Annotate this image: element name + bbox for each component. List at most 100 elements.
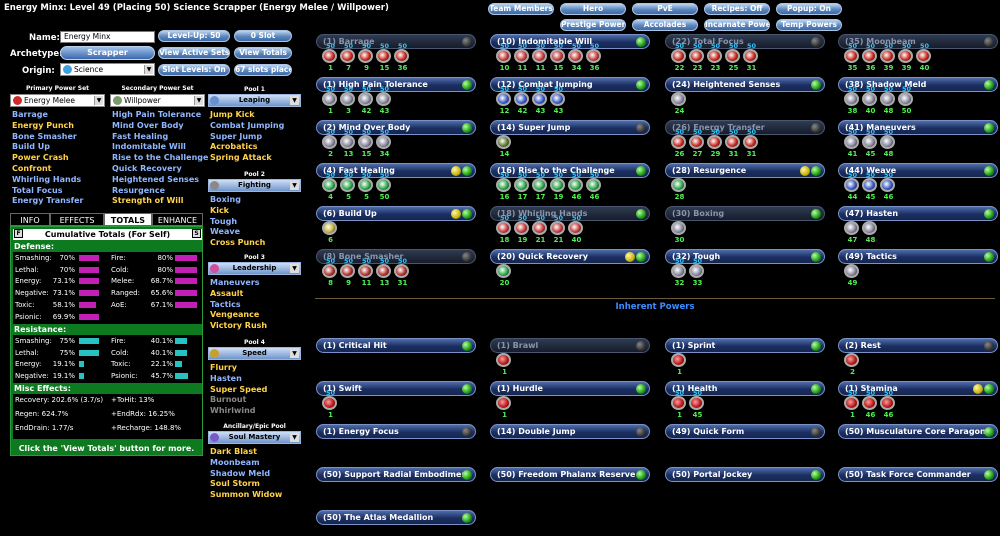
enhancement-slot[interactable]: 50 32 [671,257,686,287]
hero-button[interactable]: Hero [560,3,626,15]
power-slot[interactable]: (8) Bone Smasher [316,249,476,264]
enhancement-slot[interactable]: 28 [671,178,686,201]
toggle-icon[interactable] [462,470,472,480]
enhancement-slot[interactable]: 50 2 [322,128,337,158]
power-slot[interactable]: (1) Swift [316,381,476,396]
power-slot[interactable]: (10) Indomitable Will [490,34,650,49]
pool-power-item[interactable]: Super Speed [210,384,268,394]
enhancement-slot[interactable]: 50 27 [689,128,704,158]
toggle-icon[interactable] [462,209,472,219]
power-slot[interactable]: (22) Total Focus [665,34,825,49]
enhancement-slot[interactable]: 50 13 [340,128,355,158]
power-slot[interactable]: (50) Portal Jockey [665,467,825,482]
tab-effects[interactable]: EFFECTS [50,213,104,226]
pool-power-item[interactable]: Hasten [210,373,242,383]
pool-power-item[interactable]: Shadow Meld [210,468,271,478]
enhancement-slot[interactable]: 30 [671,221,686,244]
enhancement-slot[interactable]: 50 11 [514,42,529,72]
power-slot[interactable]: (2) Rest [838,338,998,353]
primary-power-item[interactable]: Build Up [12,142,51,152]
pool-power-item[interactable]: Burnout [210,395,247,405]
secondary-power-item[interactable]: Heightened Senses [112,174,199,184]
enhancement-slot[interactable]: 50 36 [394,42,409,72]
pool-power-item[interactable]: Moonbeam [210,457,260,467]
team-members-button[interactable]: Team Members [488,3,554,15]
enhancement-slot[interactable]: 50 11 [358,257,373,287]
name-input[interactable]: Energy Minx [60,31,155,43]
pool-power-item[interactable]: Maneuvers [210,278,260,287]
enhancement-slot[interactable]: 24 [671,92,686,115]
toggle-icon[interactable] [636,384,646,394]
enhancement-slot[interactable]: 48 [862,221,877,244]
enhancement-slot[interactable]: 50 10 [496,42,511,72]
secondary-power-item[interactable]: Rise to the Challenge [112,153,209,163]
enhancement-slot[interactable]: 50 42 [514,85,529,115]
toggle-icon[interactable] [636,341,646,351]
prestige-powers-button[interactable]: Prestige Powers [560,19,626,31]
secondary-power-item[interactable]: Resurgence [112,185,166,195]
enhancement-slot[interactable]: 50 22 [671,42,686,72]
power-slot[interactable]: (26) Energy Transfer [665,120,825,135]
toggle-icon[interactable] [636,123,646,133]
toggle-icon[interactable] [811,209,821,219]
enhancement-slot[interactable]: 50 50 [898,85,913,115]
toggle-icon[interactable] [984,37,994,47]
power-slot[interactable]: (6) Build Up [316,206,476,221]
tab-totals[interactable]: TOTALS [104,213,152,226]
power-slot[interactable]: (2) Mind Over Body [316,120,476,135]
power-slot[interactable]: (47) Hasten [838,206,998,221]
enhancement-slot[interactable]: 50 15 [358,128,373,158]
power-slot[interactable]: (50) Freedom Phalanx Reserve [490,467,650,482]
power-slot[interactable]: (1) Sprint [665,338,825,353]
enhancement-slot[interactable]: 50 48 [880,128,895,158]
toggle-icon[interactable] [636,470,646,480]
enhancement-slot[interactable]: 50 43 [532,85,547,115]
power-slot[interactable]: (41) Maneuvers [838,120,998,135]
pool-power-item[interactable]: Acrobatics [210,142,258,152]
toggle-icon[interactable] [984,80,994,90]
enhancement-slot[interactable]: 2 [844,353,859,376]
enhancement-slot[interactable]: 1 [671,353,686,376]
pool-power-item[interactable]: Dark Blast [210,447,257,456]
enhancement-slot[interactable]: 50 40 [916,42,931,72]
power-slot[interactable]: (16) Rise to the Challenge [490,163,650,178]
accolades-button[interactable]: Accolades [632,19,698,31]
secondary-power-item[interactable]: Mind Over Body [112,120,184,130]
power-slot[interactable]: (28) Resurgence [665,163,825,178]
primary-power-item[interactable]: Total Focus [12,185,63,195]
power-slot[interactable]: (14) Double Jump [490,424,650,439]
enhancement-slot[interactable]: 50 40 [862,85,877,115]
enhancement-slot[interactable]: 50 17 [514,171,529,201]
temp-powers-button[interactable]: Temp Powers [776,19,842,31]
pool-power-item[interactable]: Assault [210,288,244,298]
enhancement-slot[interactable]: 50 50 [376,171,391,201]
toggle-icon[interactable] [811,384,821,394]
toggle-icon[interactable] [811,37,821,47]
enhancement-slot[interactable]: 50 31 [394,257,409,287]
power-slot[interactable]: (1) Energy Focus [316,424,476,439]
pool-power-item[interactable]: Cross Punch [210,238,266,248]
enhancement-slot[interactable]: 50 9 [340,257,355,287]
enhancement-slot[interactable]: 50 26 [671,128,686,158]
primary-power-item[interactable]: Confront [12,163,52,173]
view-active-sets-button[interactable]: View Active Sets [158,47,230,59]
pool-power-item[interactable]: Tough [210,216,238,226]
enhancement-slot[interactable]: 50 46 [880,171,895,201]
enhancement-slot[interactable]: 50 41 [844,128,859,158]
power-slot[interactable]: (49) Tactics [838,249,998,264]
power-slot[interactable]: (49) Quick Form [665,424,825,439]
enhancement-slot[interactable]: 50 39 [880,42,895,72]
enhancement-slot[interactable]: 50 34 [376,128,391,158]
power-slot[interactable]: (38) Shadow Meld [838,77,998,92]
enhancement-slot[interactable]: 50 1 [322,85,337,115]
toggle-icon[interactable] [984,427,994,437]
pool-power-item[interactable]: Kick [210,205,230,215]
pool-power-item[interactable]: Summon Widow [210,490,283,500]
enhancement-slot[interactable]: 14 [496,135,511,158]
secondary-power-item[interactable]: Fast Healing [112,131,169,141]
enhancement-slot[interactable]: 50 36 [862,42,877,72]
power-slot[interactable]: (50) Support Radial Embodiment [316,467,476,482]
power-slot[interactable]: (1) Stamina [838,381,998,396]
enhancement-slot[interactable]: 50 46 [586,171,601,201]
enhancement-slot[interactable]: 50 45 [862,128,877,158]
